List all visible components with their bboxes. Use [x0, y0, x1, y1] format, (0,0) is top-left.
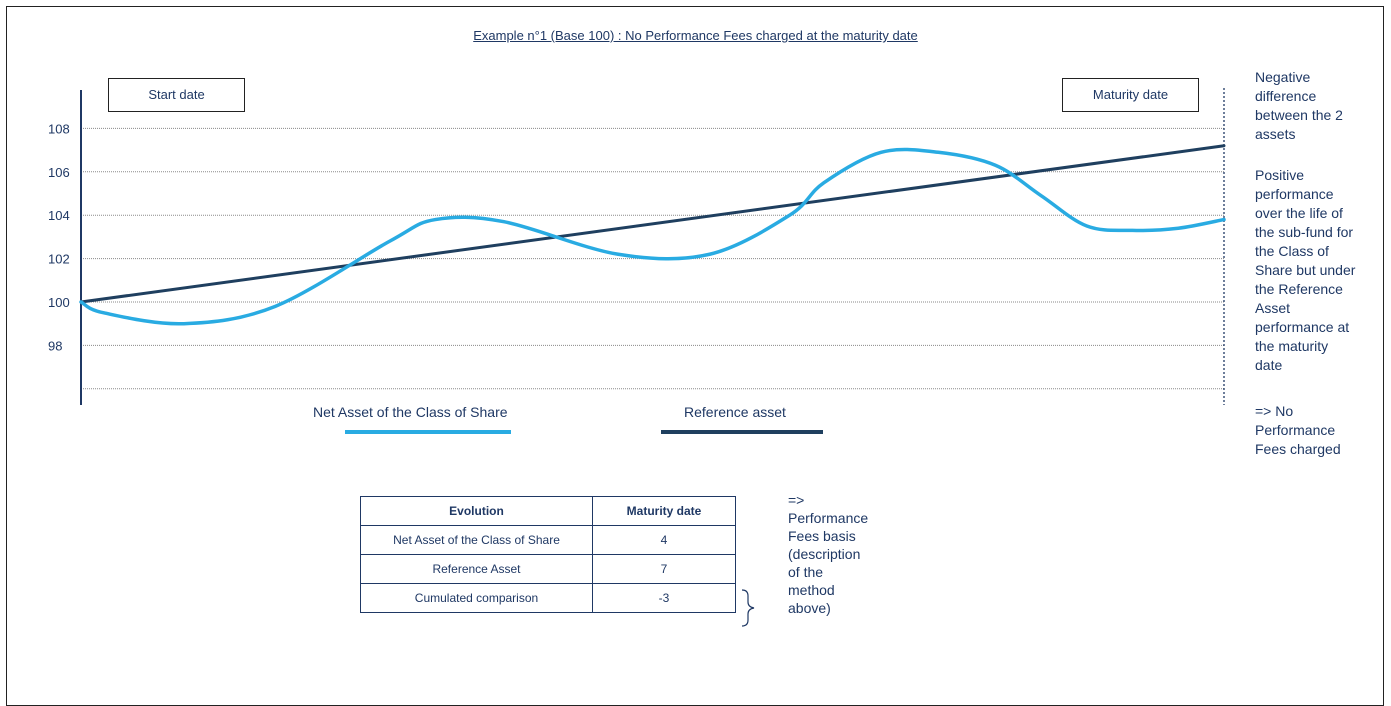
y-tick-label: 106: [48, 165, 70, 180]
table-cell-label: Reference Asset: [360, 554, 593, 584]
y-tick-label: 108: [48, 121, 70, 136]
evolution-table: Evolution Maturity date Net Asset of the…: [360, 496, 736, 613]
table-cell-value: 4: [592, 525, 736, 555]
curly-brace-icon: [741, 589, 755, 627]
side-note-line: performance: [1255, 186, 1334, 202]
side-note-line: between the 2: [1255, 107, 1343, 123]
side-note-line: Asset: [1255, 300, 1291, 316]
side-note-line: assets: [1255, 126, 1296, 142]
table-row: Net Asset of the Class of Share 4: [360, 525, 736, 555]
table-note: => Performance Fees basis (description o…: [788, 491, 868, 617]
table-note-line: above): [788, 600, 831, 616]
table-note-line: Performance: [788, 510, 869, 526]
side-note-line: => No: [1255, 403, 1294, 419]
series-lines: [79, 144, 1226, 326]
side-note-line: the Reference: [1255, 281, 1343, 297]
chart-title: Example n°1 (Base 100) : No Performance …: [473, 28, 918, 43]
table-row: Reference Asset 7: [360, 554, 736, 584]
side-note-line: date: [1255, 357, 1283, 373]
net-asset-series-line: [79, 147, 1226, 326]
legend-net-asset-swatch: [345, 430, 511, 434]
start-date-label: Start date: [108, 78, 245, 112]
table-note-line: of the: [788, 564, 824, 580]
side-note-positive-performance: Positive performance over the life of th…: [1255, 166, 1355, 375]
maturity-date-label: Maturity date: [1062, 78, 1199, 112]
side-note-line: performance at: [1255, 319, 1350, 335]
table-note-line: method: [788, 582, 835, 598]
side-note-line: the Class of: [1255, 243, 1329, 259]
side-note-negative-difference: Negative difference between the 2 assets: [1255, 68, 1343, 144]
table-note-line: Fees basis: [788, 528, 856, 544]
table-cell-label: Net Asset of the Class of Share: [360, 525, 593, 555]
table-header-row: Evolution Maturity date: [360, 496, 736, 526]
y-tick-label: 102: [48, 252, 70, 267]
y-tick-label: 98: [48, 338, 62, 353]
y-tick-label: 104: [48, 208, 70, 223]
table-note-line: (description: [788, 546, 861, 562]
side-note-line: Positive: [1255, 167, 1305, 183]
reference-asset-series-line: [79, 144, 1226, 304]
side-note-line: the sub-fund for: [1255, 224, 1354, 240]
legend-reference-swatch: [661, 430, 823, 434]
table-header-maturity-date: Maturity date: [592, 496, 736, 526]
table-cell-value: 7: [592, 554, 736, 584]
table-cell-value: -3: [592, 583, 736, 613]
legend-reference-label: Reference asset: [684, 404, 786, 420]
side-note-line: Negative: [1255, 69, 1311, 85]
side-note-no-fees: => No Performance Fees charged: [1255, 402, 1341, 459]
side-note-line: Fees charged: [1255, 441, 1341, 457]
table-header-evolution: Evolution: [360, 496, 593, 526]
side-note-line: difference: [1255, 88, 1317, 104]
side-note-line: over the life of: [1255, 205, 1343, 221]
table-cell-label: Cumulated comparison: [360, 583, 593, 613]
side-note-line: Share but under: [1255, 262, 1356, 278]
y-tick-labels: 108 106 104 102 100 98: [48, 121, 70, 353]
y-tick-label: 100: [48, 295, 70, 310]
side-note-line: Performance: [1255, 422, 1336, 438]
table-row: Cumulated comparison -3: [360, 583, 736, 613]
table-note-line: =>: [788, 492, 805, 508]
legend-net-asset-label: Net Asset of the Class of Share: [313, 404, 508, 420]
side-note-line: the maturity: [1255, 338, 1329, 354]
